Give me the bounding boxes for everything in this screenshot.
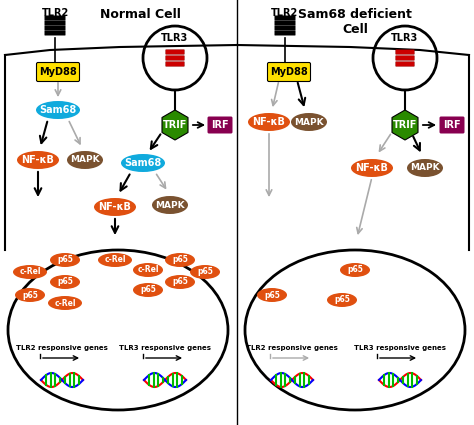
Ellipse shape xyxy=(407,159,443,177)
Text: NF-κB: NF-κB xyxy=(21,155,55,165)
FancyBboxPatch shape xyxy=(166,50,184,54)
Text: IRF: IRF xyxy=(443,120,461,130)
Text: p65: p65 xyxy=(140,286,156,295)
FancyBboxPatch shape xyxy=(45,31,65,35)
Text: p65: p65 xyxy=(172,255,188,264)
Ellipse shape xyxy=(291,113,327,131)
Ellipse shape xyxy=(94,198,136,216)
FancyBboxPatch shape xyxy=(45,21,65,25)
Text: MAPK: MAPK xyxy=(410,164,440,173)
Text: TLR2 responsive genes: TLR2 responsive genes xyxy=(16,345,108,351)
Polygon shape xyxy=(162,110,188,140)
Text: TRIF: TRIF xyxy=(163,120,187,130)
Ellipse shape xyxy=(98,253,132,267)
Text: Sam68: Sam68 xyxy=(39,105,77,115)
Text: c-Rel: c-Rel xyxy=(137,266,159,275)
Ellipse shape xyxy=(17,151,59,169)
FancyBboxPatch shape xyxy=(208,116,233,133)
Ellipse shape xyxy=(50,275,80,289)
Ellipse shape xyxy=(15,288,45,302)
Text: c-Rel: c-Rel xyxy=(19,267,41,277)
Ellipse shape xyxy=(36,101,80,119)
FancyBboxPatch shape xyxy=(166,56,184,60)
Ellipse shape xyxy=(340,263,370,277)
Text: p65: p65 xyxy=(22,291,38,300)
Ellipse shape xyxy=(48,296,82,310)
Polygon shape xyxy=(392,110,418,140)
Text: TLR3 responsive genes: TLR3 responsive genes xyxy=(354,345,446,351)
Ellipse shape xyxy=(248,113,290,131)
Ellipse shape xyxy=(121,154,165,172)
Text: MAPK: MAPK xyxy=(294,117,324,127)
Ellipse shape xyxy=(50,253,80,267)
Ellipse shape xyxy=(133,263,163,277)
FancyBboxPatch shape xyxy=(267,62,310,82)
FancyBboxPatch shape xyxy=(166,62,184,66)
Text: c-Rel: c-Rel xyxy=(104,255,126,264)
FancyBboxPatch shape xyxy=(439,116,465,133)
Text: Sam68 deficient
Cell: Sam68 deficient Cell xyxy=(298,8,412,36)
Text: TRIF: TRIF xyxy=(393,120,417,130)
Ellipse shape xyxy=(165,275,195,289)
Text: p65: p65 xyxy=(57,255,73,264)
FancyBboxPatch shape xyxy=(396,62,414,66)
Text: c-Rel: c-Rel xyxy=(54,298,76,308)
Text: TLR3 responsive genes: TLR3 responsive genes xyxy=(119,345,211,351)
FancyBboxPatch shape xyxy=(275,26,295,30)
Text: p65: p65 xyxy=(347,266,363,275)
FancyBboxPatch shape xyxy=(396,56,414,60)
Text: TLR3: TLR3 xyxy=(392,33,419,43)
FancyBboxPatch shape xyxy=(275,31,295,35)
Text: MAPK: MAPK xyxy=(155,201,185,210)
Text: Sam68: Sam68 xyxy=(124,158,162,168)
Ellipse shape xyxy=(67,151,103,169)
Ellipse shape xyxy=(165,253,195,267)
Text: MAPK: MAPK xyxy=(70,156,100,164)
Text: TLR3: TLR3 xyxy=(161,33,189,43)
Text: NF-κB: NF-κB xyxy=(356,163,388,173)
Text: p65: p65 xyxy=(57,278,73,286)
Text: NF-κB: NF-κB xyxy=(99,202,131,212)
Text: MyD88: MyD88 xyxy=(39,67,77,77)
Text: TLR2: TLR2 xyxy=(41,8,69,18)
Text: TLR2 responsive genes: TLR2 responsive genes xyxy=(246,345,338,351)
Text: MyD88: MyD88 xyxy=(270,67,308,77)
FancyBboxPatch shape xyxy=(45,26,65,30)
Ellipse shape xyxy=(133,283,163,297)
FancyBboxPatch shape xyxy=(396,50,414,54)
Text: IRF: IRF xyxy=(211,120,229,130)
Ellipse shape xyxy=(257,288,287,302)
Ellipse shape xyxy=(190,265,220,279)
Text: NF-κB: NF-κB xyxy=(253,117,285,127)
Text: p65: p65 xyxy=(264,291,280,300)
Text: p65: p65 xyxy=(334,295,350,304)
Text: p65: p65 xyxy=(197,267,213,277)
FancyBboxPatch shape xyxy=(36,62,80,82)
Ellipse shape xyxy=(13,265,47,279)
Ellipse shape xyxy=(152,196,188,214)
Ellipse shape xyxy=(351,159,393,177)
Text: Normal Cell: Normal Cell xyxy=(100,8,181,21)
FancyBboxPatch shape xyxy=(275,16,295,20)
FancyBboxPatch shape xyxy=(275,21,295,25)
Ellipse shape xyxy=(327,293,357,307)
FancyBboxPatch shape xyxy=(45,16,65,20)
Text: TLR2: TLR2 xyxy=(272,8,299,18)
Text: p65: p65 xyxy=(172,278,188,286)
